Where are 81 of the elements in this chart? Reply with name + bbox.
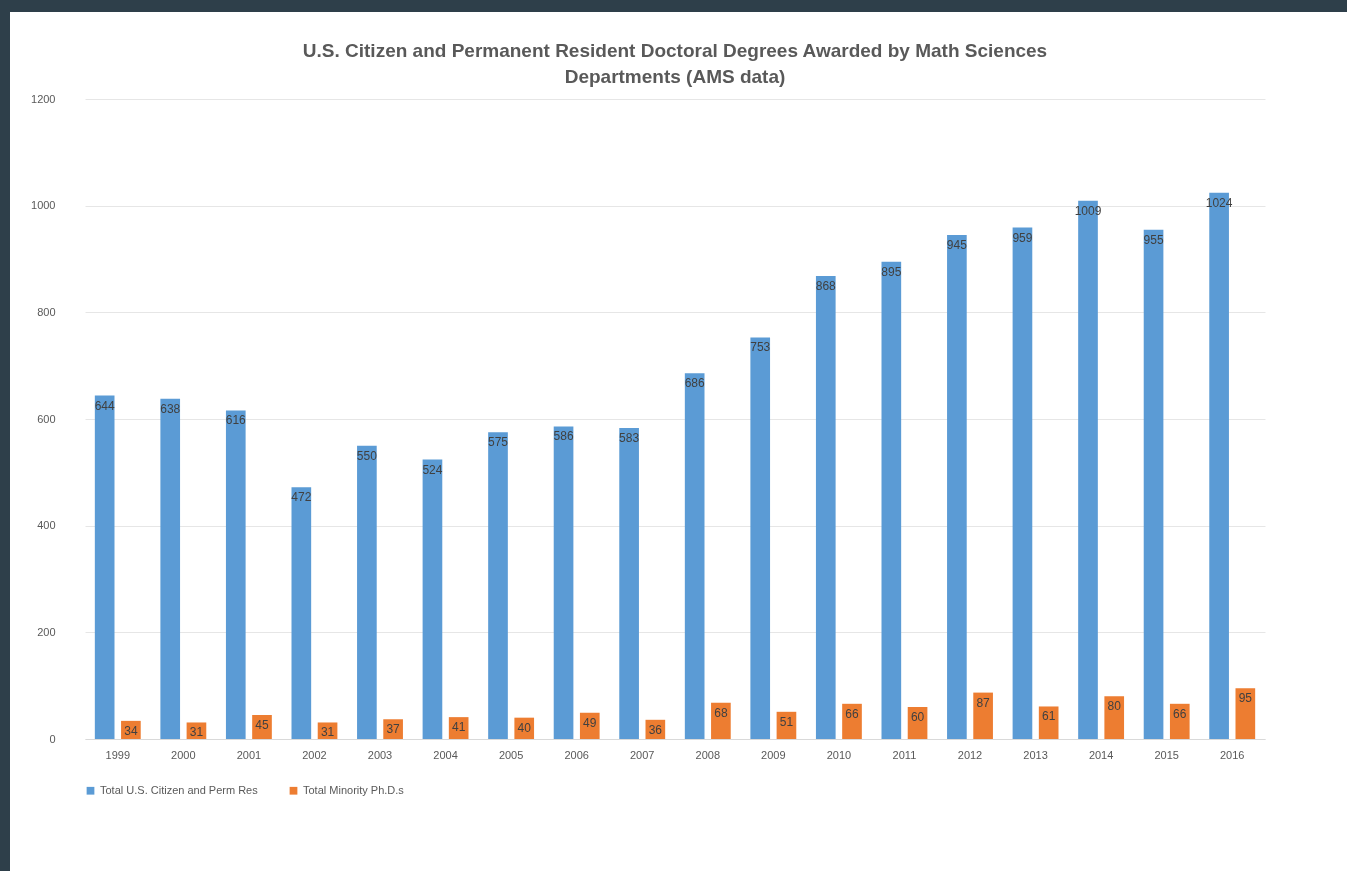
bar (94, 395, 115, 739)
bar (488, 432, 508, 739)
data-label: 959 (1012, 230, 1033, 245)
legend-label: Total U.S. Citizen and Perm Res (100, 783, 259, 796)
bar (225, 410, 246, 739)
bar (553, 426, 574, 739)
x-tick-label: 2016 (1219, 748, 1245, 761)
data-label: 644 (94, 398, 115, 413)
data-label: 34 (124, 723, 138, 738)
bar (750, 337, 771, 739)
data-label: 36 (648, 722, 663, 737)
x-tick-label: 2001 (236, 748, 262, 761)
data-label: 753 (750, 340, 771, 355)
y-tick-label: 0 (49, 732, 56, 745)
y-tick-label: 600 (37, 412, 56, 425)
data-label: 550 (356, 448, 378, 463)
data-label: 51 (779, 714, 794, 729)
x-tick-label: 2012 (957, 748, 983, 761)
data-label: 61 (1041, 709, 1056, 724)
y-tick-label: 400 (37, 519, 56, 532)
bar (357, 445, 377, 739)
data-label: 31 (189, 725, 204, 740)
bar (1104, 696, 1125, 739)
bar (947, 235, 967, 739)
data-label: 68 (714, 705, 728, 720)
x-tick-label: 2011 (892, 748, 917, 761)
data-label: 45 (255, 718, 269, 732)
data-label: 616 (225, 413, 247, 428)
y-tick-label: 1000 (31, 199, 56, 212)
y-tick-label: 200 (37, 625, 56, 638)
x-tick-label: 2000 (171, 748, 196, 761)
x-tick-label: 2014 (1088, 748, 1114, 761)
chart-title: U.S. Citizen and Permanent Resident Doctoral Degrees Awarded by Math Sciences Departments (AMS data) (302, 40, 1048, 87)
bar (619, 428, 639, 739)
data-label: 49 (583, 715, 597, 730)
x-tick-label: 2004 (433, 748, 458, 761)
bar (1143, 229, 1164, 739)
bar (422, 459, 443, 739)
data-label: 586 (553, 429, 574, 444)
x-tick-label: 2005 (498, 748, 524, 761)
data-label: 524 (422, 462, 443, 477)
x-tick-label: 1999 (105, 748, 131, 761)
data-label: 583 (619, 431, 640, 446)
data-label: 40 (517, 720, 532, 735)
data-label: 37 (386, 722, 401, 737)
bar (881, 261, 902, 739)
data-label: 945 (946, 238, 968, 252)
y-tick-label: 800 (37, 305, 56, 318)
data-label: 95 (1238, 691, 1253, 706)
bar (1012, 227, 1033, 739)
data-label: 31 (320, 725, 335, 740)
data-label: 638 (160, 401, 181, 416)
x-tick-label: 2015 (1154, 748, 1179, 761)
data-label: 87 (976, 695, 991, 710)
data-label: 895 (881, 264, 902, 279)
data-label: 66 (845, 706, 859, 721)
data-label: 472 (291, 490, 312, 505)
bar (291, 487, 312, 739)
x-tick-label: 2006 (564, 748, 589, 761)
x-tick-label: 2010 (826, 748, 852, 761)
bar (815, 276, 836, 739)
data-label: 60 (910, 710, 925, 724)
data-label: 868 (815, 279, 837, 294)
x-tick-label: 2003 (367, 748, 393, 761)
bar (160, 398, 181, 739)
x-tick-label: 2007 (629, 748, 655, 761)
data-label: 41 (451, 720, 466, 735)
data-label: 80 (1107, 699, 1122, 714)
legend-label: Total Minority Ph.D.s (303, 783, 405, 796)
data-label: 686 (684, 376, 705, 391)
y-tick-label: 1200 (31, 92, 56, 105)
bar (1038, 706, 1059, 739)
x-tick-label: 2009 (761, 748, 786, 761)
bar (684, 373, 705, 739)
data-label: 575 (487, 435, 509, 450)
x-tick-label: 2013 (1023, 748, 1048, 761)
data-label: 66 (1173, 706, 1187, 721)
x-tick-label: 2002 (302, 748, 327, 761)
x-tick-label: 2008 (695, 748, 721, 761)
data-label: 955 (1143, 232, 1164, 247)
bar (973, 692, 993, 739)
